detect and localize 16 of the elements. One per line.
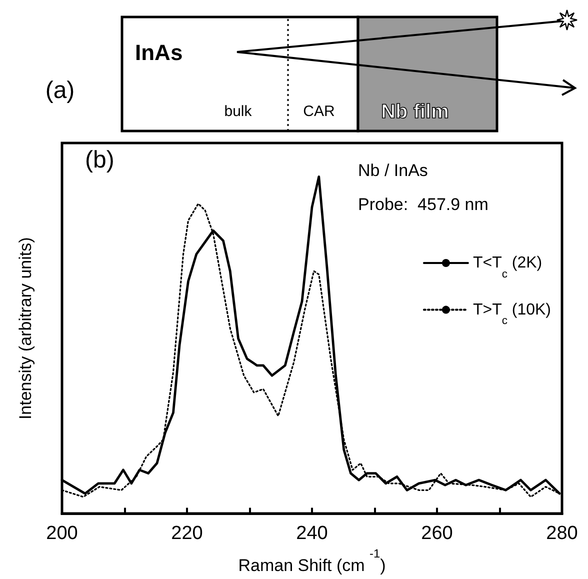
text: CAR — [303, 103, 335, 120]
legend-label: T<Tc (2K) — [472, 254, 542, 280]
x-tick-label: 200 — [46, 522, 78, 544]
x-tick-label: 280 — [546, 522, 578, 544]
annotation: Probe: 457.9 nm — [358, 195, 488, 214]
text: (b) — [85, 146, 114, 174]
text: Nb film — [381, 101, 449, 123]
y-axis-title: Intensity (arbitrary units) — [16, 237, 35, 420]
annotation: Nb / InAs — [358, 161, 428, 180]
x-tick-label: 220 — [171, 522, 203, 544]
legend-label: T>Tc (10K) — [472, 301, 552, 328]
x-tick-label: 260 — [421, 522, 453, 544]
text: (a) — [45, 77, 75, 104]
x-tick-label: 240 — [296, 522, 328, 544]
text: bulk — [224, 103, 252, 120]
text: InAs — [135, 40, 183, 65]
